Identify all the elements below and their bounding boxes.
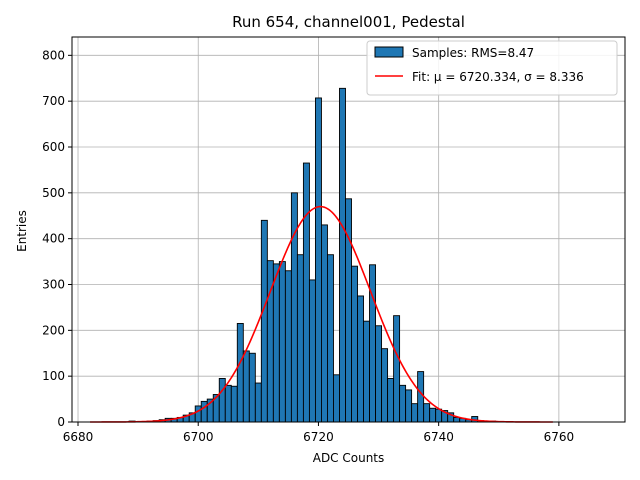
x-tick-label: 6720: [303, 430, 334, 444]
histogram-bar: [284, 270, 292, 423]
histogram-bar: [435, 408, 443, 423]
histogram-bar: [423, 403, 431, 423]
legend-fit-label: Fit: μ = 6720.334, σ = 8.336: [412, 70, 584, 84]
y-tick-label: 500: [42, 186, 65, 200]
histogram-bar: [314, 97, 322, 423]
plot-frame: [71, 36, 626, 423]
legend-histogram-swatch: [374, 46, 404, 58]
histogram-bar: [339, 87, 346, 423]
y-tick-label: 800: [42, 48, 65, 62]
histogram-bar: [248, 352, 256, 423]
histogram-bar: [302, 162, 310, 423]
histogram-bar: [308, 279, 316, 423]
y-tick-label: 700: [42, 94, 65, 108]
histogram-bar: [387, 378, 395, 423]
histogram-bar: [357, 295, 364, 423]
histogram-bar: [224, 384, 232, 423]
histogram-bar: [411, 403, 419, 423]
legend-box: [366, 40, 618, 96]
histogram-bar: [272, 263, 280, 423]
histogram-bar: [290, 192, 298, 423]
x-tick-label: 6760: [544, 430, 575, 444]
histogram-bar: [194, 405, 202, 423]
histogram-bar: [417, 371, 425, 423]
histogram-bar: [429, 407, 437, 423]
histogram-bar: [363, 320, 370, 423]
histogram-bar: [242, 350, 250, 423]
histogram-bar: [321, 224, 328, 423]
legend-histogram-label: Samples: RMS=8.47: [412, 46, 534, 60]
y-tick-label: 400: [42, 232, 65, 246]
histogram-bar: [260, 219, 268, 423]
x-axis-label: ADC Counts: [313, 451, 385, 465]
y-axis-label: Entries: [15, 210, 29, 252]
histogram-bar: [230, 385, 238, 423]
histogram-bar: [296, 254, 304, 423]
histogram-bar: [218, 378, 226, 423]
histogram-bar: [200, 400, 208, 423]
x-tick-label: 6680: [63, 430, 94, 444]
histogram-bar: [393, 315, 401, 423]
y-tick-label: 200: [42, 323, 65, 337]
x-tick-label: 6700: [183, 430, 214, 444]
histogram-bar: [453, 416, 461, 423]
y-tick-label: 300: [42, 278, 65, 292]
y-tick-label: 100: [42, 369, 65, 383]
legend: Samples: RMS=8.47 Fit: μ = 6720.334, σ =…: [366, 40, 618, 96]
histogram-bar: [278, 261, 286, 423]
histogram-bar: [381, 348, 389, 423]
y-tick-label: 0: [57, 415, 65, 429]
histogram-bar: [369, 264, 376, 423]
chart-title: Run 654, channel001, Pedestal: [232, 13, 465, 31]
histogram-bar: [405, 389, 413, 423]
histogram-bar: [254, 382, 262, 423]
histogram-bar: [351, 265, 358, 423]
histogram-bar: [236, 323, 244, 423]
histogram-bars: [128, 87, 503, 423]
histogram-bar: [375, 325, 383, 423]
fit-curve: [90, 205, 553, 423]
x-tick-label: 6740: [423, 430, 454, 444]
histogram-bar: [399, 384, 407, 423]
x-axis-ticks: 6680 6700 6720 6740 6760: [63, 422, 574, 444]
y-axis-ticks: 0 100 200 300 400 500 600 700 800: [42, 48, 72, 429]
histogram-bar: [327, 254, 334, 423]
histogram-bar: [333, 374, 340, 423]
y-tick-label: 600: [42, 140, 65, 154]
